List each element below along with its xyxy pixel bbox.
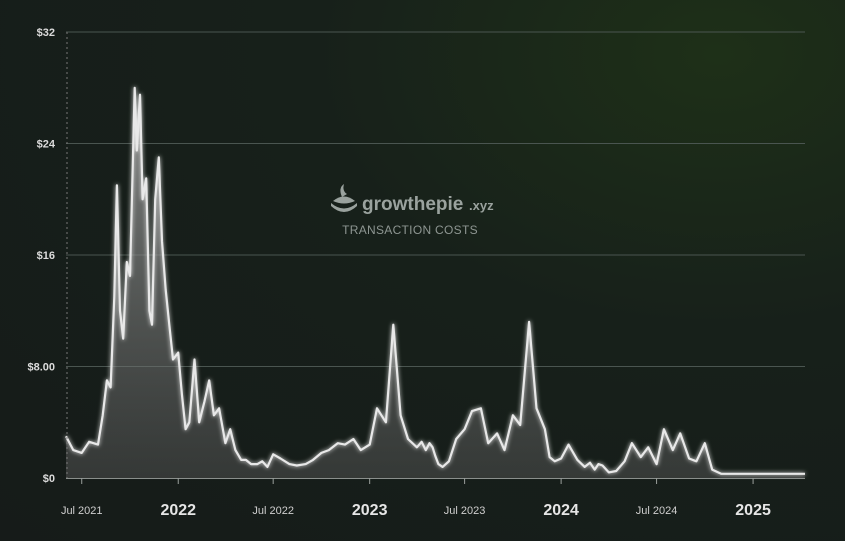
x-tick-label: Jul 2022 <box>252 505 294 517</box>
brand-suffix: .xyz <box>469 198 494 213</box>
y-tick-label: $16 <box>37 250 55 262</box>
x-tick-label: Jul 2023 <box>444 505 486 517</box>
brand-name: growthepie <box>362 194 463 215</box>
x-tick-label: Jul 2021 <box>61 505 103 517</box>
y-tick-label: $32 <box>37 27 55 39</box>
x-tick-label: 2022 <box>160 502 196 519</box>
chart-subtitle: TRANSACTION COSTS <box>342 223 478 237</box>
x-tick-label: 2025 <box>735 502 771 519</box>
x-tick-label: 2023 <box>352 502 388 519</box>
watermark: growthepie .xyz TRANSACTION COSTS <box>331 184 494 237</box>
series-layer <box>65 86 805 479</box>
grid-lines <box>66 31 805 367</box>
y-tick-label: $0 <box>43 473 55 485</box>
x-tick-label: Jul 2024 <box>636 505 678 517</box>
y-tick-label: $24 <box>37 139 56 151</box>
x-axis-ticks: Jul 2021 2022 Jul 2022 2023 Jul 2023 2024 Jul … <box>61 478 771 519</box>
x-tick-label: 2024 <box>543 502 579 519</box>
y-axis-ticks: $0 $8.00 $16 $24 $32 <box>27 27 55 485</box>
series-line <box>65 86 805 475</box>
pie-logo-icon <box>331 184 357 212</box>
y-tick-label: $8.00 <box>27 362 55 374</box>
series-area <box>66 87 805 479</box>
